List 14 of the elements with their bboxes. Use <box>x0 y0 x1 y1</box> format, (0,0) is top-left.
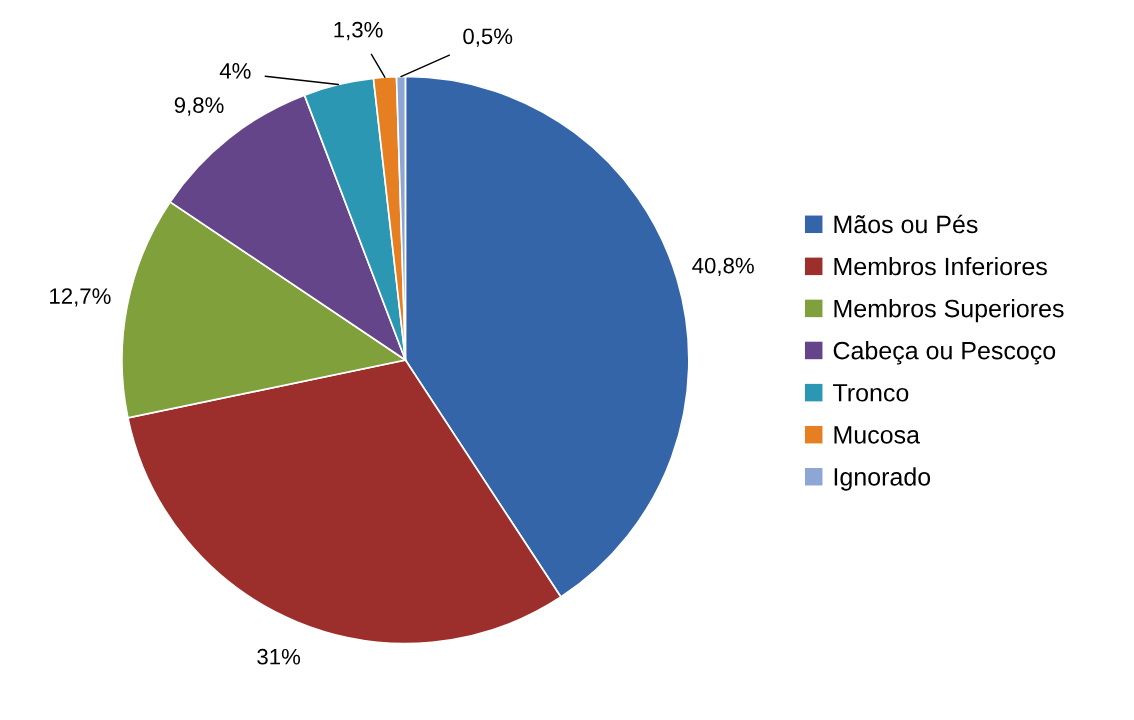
legend-label: Tronco <box>833 384 909 402</box>
data-label: 0,5% <box>463 28 513 47</box>
legend-label: Mucosa <box>834 426 920 444</box>
legend-label: Cabeça ou Pescoço <box>833 341 1056 365</box>
data-label: 40,8% <box>692 257 754 277</box>
data-label: 12,7% <box>50 288 111 307</box>
data-label: 4% <box>219 63 251 79</box>
legend-label: Ignorado <box>834 467 931 491</box>
legend-label: Membros Inferiores <box>834 256 1047 276</box>
legend-label: Membros Superiores <box>834 299 1064 323</box>
data-label: 31% <box>257 648 301 665</box>
data-label: 1,3% <box>334 21 383 41</box>
legend-label: Mãos ou Pés <box>834 214 978 234</box>
data-label: 9,8% <box>174 97 224 116</box>
